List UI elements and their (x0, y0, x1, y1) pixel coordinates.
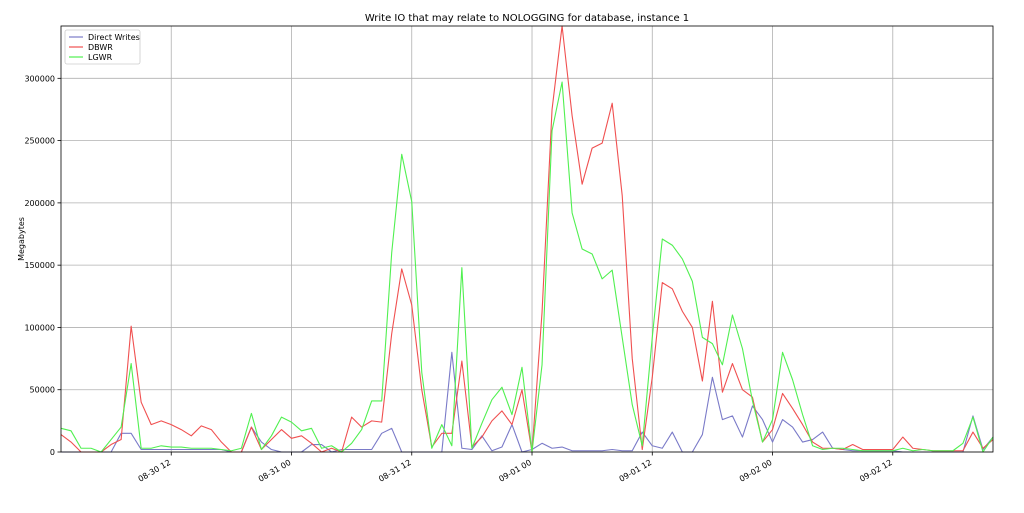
y-tick-label: 100000 (24, 323, 55, 332)
x-axis-ticks: 08-30 12 08-31 00 08-31 12 09-01 00 09-01 12… (137, 452, 894, 484)
series-layer (60, 25, 994, 453)
legend-label: DBWR (88, 43, 113, 52)
y-tick-label: 250000 (24, 137, 55, 146)
y-axis-ticks: 0 50000 100000 150000 200000 250000 300000 (24, 74, 61, 457)
legend-label: Direct Writes (88, 33, 140, 42)
gridlines (61, 26, 993, 453)
x-tick-label: 08-30 12 (137, 458, 173, 484)
x-tick-label: 09-01 00 (497, 458, 533, 484)
y-axis-label: Megabytes (17, 217, 26, 261)
legend-box (64, 29, 141, 65)
x-tick-label: 08-31 12 (377, 458, 413, 484)
y-tick-label: 300000 (24, 74, 55, 83)
x-tick-label: 09-02 12 (858, 458, 894, 484)
series-line-lgwr (60, 81, 994, 453)
x-tick-label: 08-31 00 (257, 458, 293, 484)
y-tick-label: 0 (50, 448, 55, 457)
series-line-direct-writes (61, 351, 994, 453)
series-line-dbwr (60, 25, 994, 453)
x-tick-label: 09-01 12 (618, 458, 654, 484)
y-tick-label: 200000 (24, 199, 55, 208)
legend-label: LGWR (88, 53, 113, 62)
plot-frame (60, 25, 994, 453)
y-tick-label: 150000 (24, 261, 55, 270)
y-tick-label: 50000 (30, 386, 55, 395)
x-tick-label: 09-02 00 (738, 458, 774, 484)
chart-title: Write IO that may relate to NOLOGGING fo… (365, 13, 689, 24)
